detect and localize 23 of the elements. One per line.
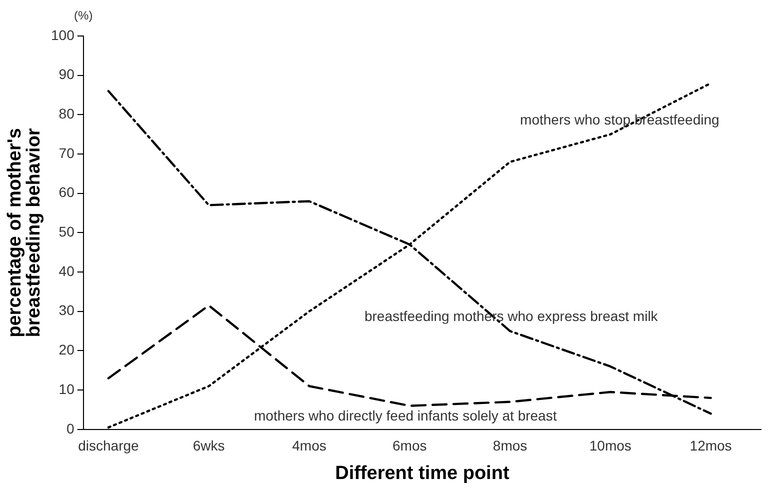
y-tick-label: 10 (58, 380, 75, 397)
series-label: mothers who stop breastfeeding (520, 111, 720, 128)
text: (%) (74, 8, 93, 22)
y-axis-title: percentage of mother's breastfeeding behavior (4, 128, 45, 338)
y-tick-label: 90 (58, 66, 75, 82)
y-tick-label: 60 (58, 184, 75, 200)
x-tick-label: 4mos (292, 438, 326, 454)
y-tick-label: 0 (66, 420, 75, 436)
x-tick-label: 6mos (392, 438, 427, 454)
x-tick-label: discharge (78, 438, 140, 454)
y-tick-label: 50 (58, 224, 75, 240)
x-tick-label: 8mos (492, 438, 528, 454)
y-tick-label: 80 (58, 106, 75, 122)
x-tick-label: 10mos (589, 438, 632, 454)
x-axis-title: Different time point (335, 462, 510, 484)
series-label: mothers who directly feed infants solely at breast (254, 408, 557, 424)
y-tick-label: 40 (58, 262, 75, 279)
y-tick-label: 30 (58, 302, 75, 318)
y-tick-label: 70 (58, 144, 75, 161)
y-tick-label: 100 (51, 26, 75, 43)
y-tick-label: 20 (58, 342, 75, 358)
x-tick-label: 6wks (192, 438, 225, 454)
x-tick-label: 12mos (690, 438, 732, 454)
